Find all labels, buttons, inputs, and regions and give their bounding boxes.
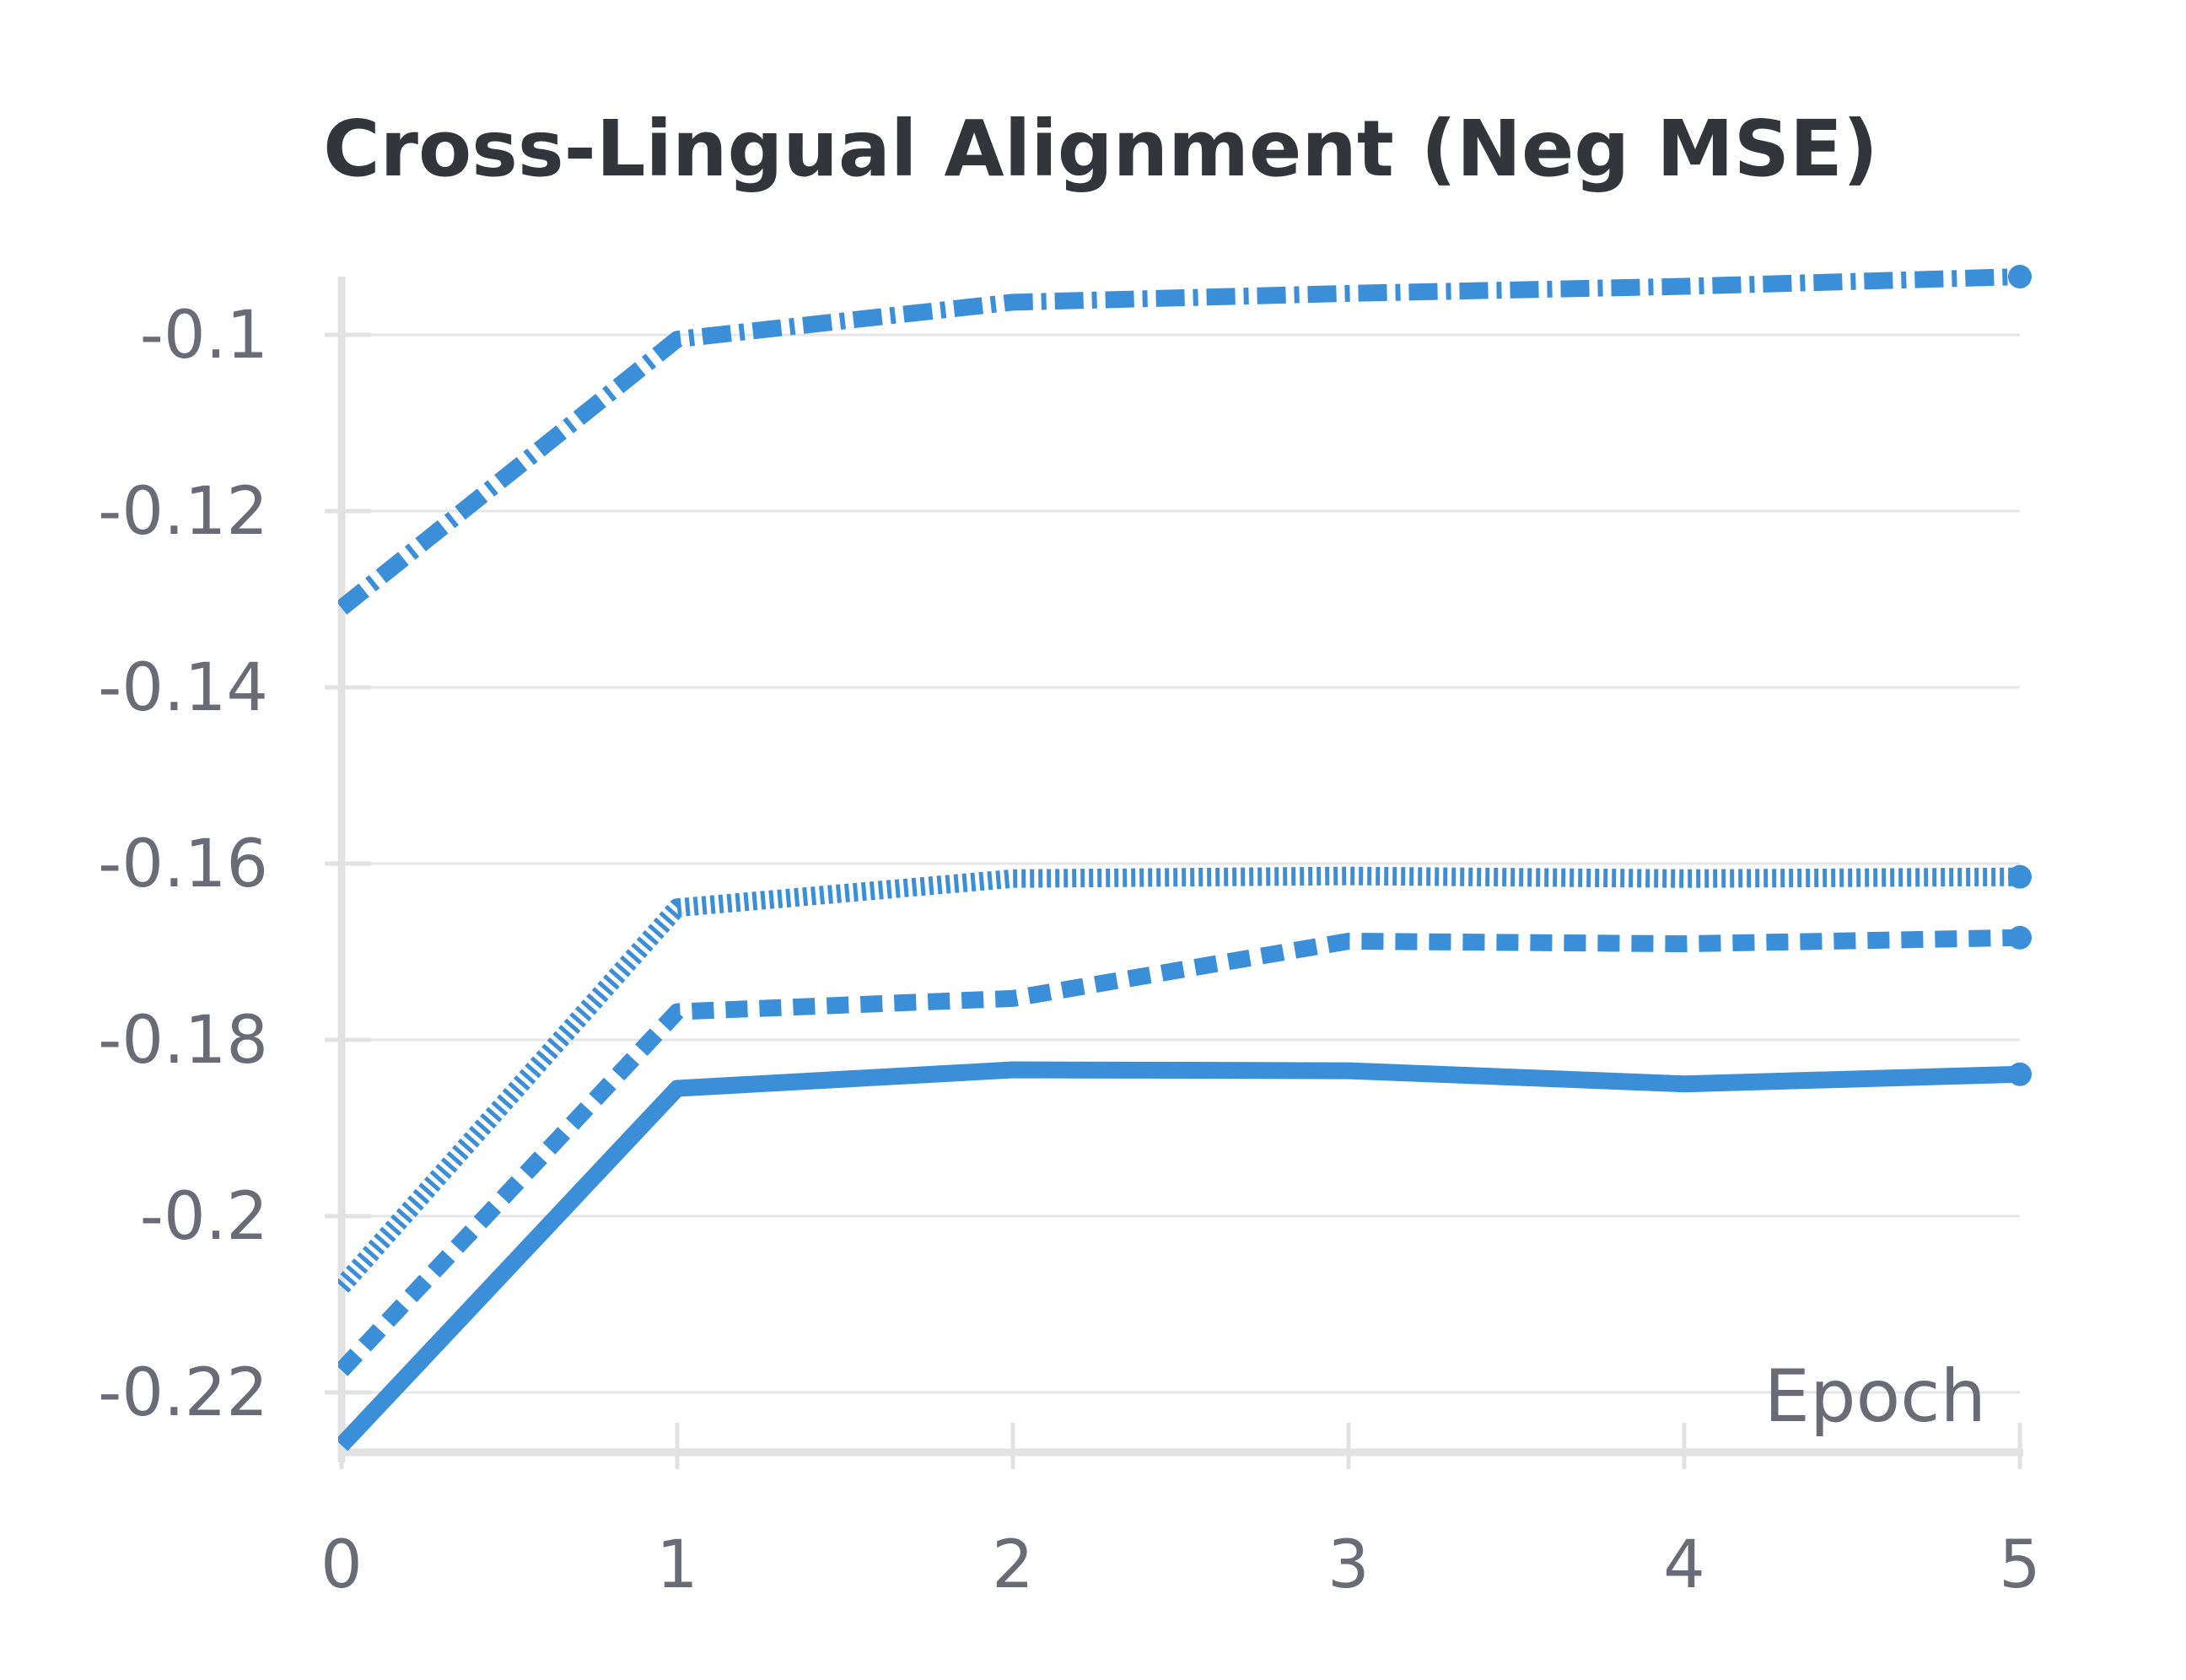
y-tick-label: -0.12 xyxy=(98,474,268,550)
grid-lines xyxy=(342,333,2020,1394)
x-tick-label: 1 xyxy=(656,1527,698,1603)
y-tick-label: -0.2 xyxy=(140,1179,268,1255)
series-end-marker-dotted xyxy=(2008,864,2032,889)
series-end-marker-dashdot xyxy=(2008,265,2032,289)
y-tick-label: -0.22 xyxy=(98,1355,268,1431)
x-tick-label: 2 xyxy=(992,1527,1034,1603)
y-tick-label: -0.16 xyxy=(98,827,268,902)
y-tick-label: -0.1 xyxy=(140,298,268,374)
y-tick-label: -0.14 xyxy=(98,650,268,726)
chart-title: Cross-Lingual Alignment (Neg MSE) xyxy=(323,104,1878,194)
series-end-marker-solid xyxy=(2008,1062,2032,1086)
series-end-marker-dashed xyxy=(2008,925,2032,950)
series-line-solid xyxy=(338,1061,2021,1451)
x-tick-label: 0 xyxy=(320,1527,363,1603)
x-tick-label: 4 xyxy=(1663,1527,1705,1603)
axes xyxy=(325,277,2023,1469)
series-lines xyxy=(338,265,2032,1451)
x-tick-label: 5 xyxy=(1999,1527,2041,1603)
y-tick-label: -0.18 xyxy=(98,1003,268,1079)
tick-labels: -0.1 -0.12 -0.14 -0.16 -0.18 -0.2 -0.22 0 1 2 3 4 5 xyxy=(98,298,2041,1603)
x-axis-label: Epoch xyxy=(1764,1354,1986,1439)
series-line-dotted xyxy=(338,866,2021,1293)
x-tick-label: 3 xyxy=(1327,1527,1370,1603)
series-line-dashed xyxy=(338,929,2021,1376)
series-line-dashdot xyxy=(338,268,2021,615)
